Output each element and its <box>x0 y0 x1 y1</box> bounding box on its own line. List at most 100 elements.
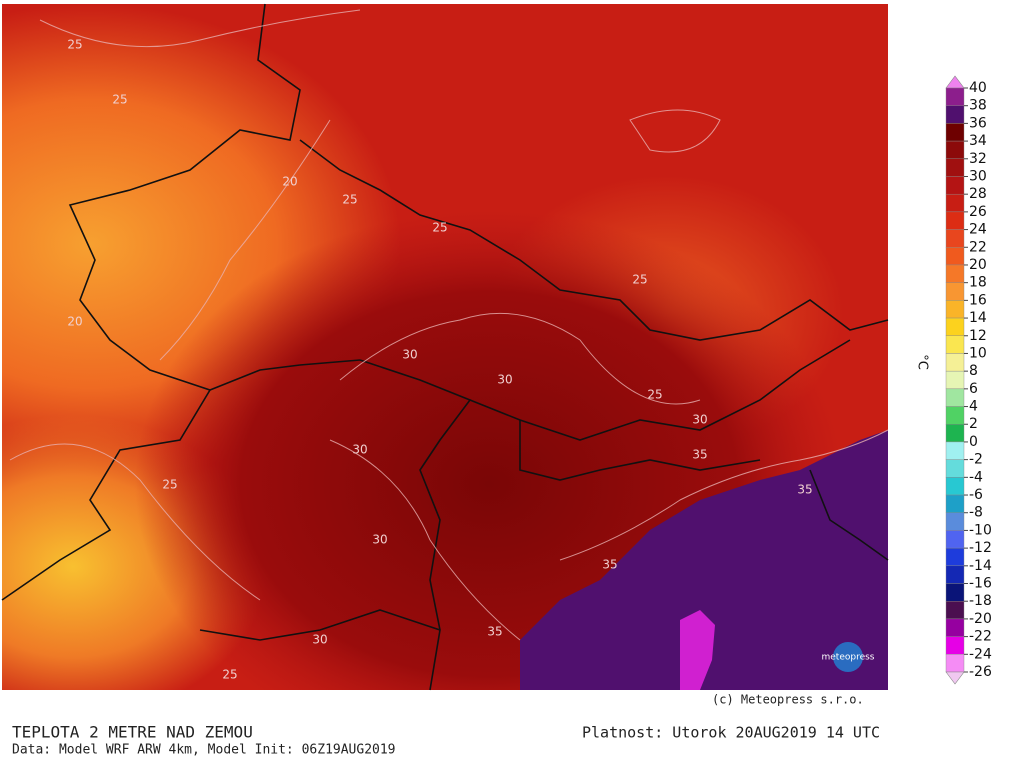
colorbar-segment <box>945 211 965 230</box>
colorbar-tick-label: -16 <box>969 576 992 592</box>
colorbar-tick-label: 40 <box>969 80 987 96</box>
contour-label: 25 <box>67 38 82 52</box>
contour-label: 25 <box>342 193 357 207</box>
colorbar-segment <box>945 654 965 673</box>
contour-label: 20 <box>67 315 82 329</box>
colorbar-segment <box>945 459 965 478</box>
colorbar-segment <box>945 530 965 549</box>
colorbar-tick-label: 36 <box>969 115 987 131</box>
colorbar-segment <box>945 388 965 407</box>
logo-globe <box>833 642 863 672</box>
colorbar-segment <box>945 601 965 620</box>
colorbar-segment <box>945 317 965 336</box>
contour-label: 30 <box>372 533 387 547</box>
colorbar-tick-label: 12 <box>969 328 987 344</box>
colorbar-segment <box>945 583 965 602</box>
colorbar-tick-label: -22 <box>969 629 992 645</box>
colorbar-tick-label: 28 <box>969 186 987 202</box>
colorbar-segment <box>945 477 965 496</box>
colorbar-tick-label: -4 <box>969 469 983 485</box>
colorbar-tick-label: 30 <box>969 168 987 184</box>
contour-label: 30 <box>312 633 327 647</box>
colorbar-segment <box>945 123 965 142</box>
colorbar-tick-label: -6 <box>969 487 983 503</box>
colorbar-segment <box>945 618 965 637</box>
footer-validity: Platnost: Utorok 20AUG2019 14 UTC <box>582 724 880 742</box>
colorbar-tick-label: -26 <box>969 664 992 680</box>
colorbar-cap <box>945 671 965 685</box>
colorbar-segment <box>945 512 965 531</box>
borders <box>1 3 889 691</box>
colorbar-tick-label: 0 <box>969 434 978 450</box>
contour-label: 25 <box>647 388 662 402</box>
map-area <box>520 430 888 690</box>
colorbar-segment <box>945 140 965 159</box>
footer-title: TEPLOTA 2 METRE NAD ZEMOU <box>12 723 253 742</box>
colorbar-segment <box>945 370 965 390</box>
colorbar-cap <box>945 75 965 89</box>
contour-label: 30 <box>497 373 512 387</box>
colorbar-tick-label: 24 <box>969 222 987 238</box>
colorbar-segment <box>945 193 965 213</box>
map-area <box>680 610 715 690</box>
colorbar-tick-label: 38 <box>969 98 987 114</box>
contour-label: 35 <box>487 625 502 639</box>
footer-data: Data: Model WRF ARW 4km, Model Init: 06Z… <box>12 743 396 758</box>
colorbar-tick-label: 2 <box>969 416 978 432</box>
colorbar-segment <box>945 176 965 195</box>
contour-label: 20 <box>282 175 297 189</box>
colorbar-tick-label: -8 <box>969 505 983 521</box>
colorbar-tick-label: -20 <box>969 611 992 627</box>
contour-label: 25 <box>162 478 177 492</box>
contour-label: 35 <box>797 483 812 497</box>
colorbar-tick-label: 16 <box>969 292 987 308</box>
contour-label: 30 <box>402 348 417 362</box>
colorbar-tick-label: 10 <box>969 345 987 361</box>
colorbar-tick-label: 8 <box>969 363 978 379</box>
colorbar-segment <box>945 335 965 354</box>
colorbar-tick-label: -10 <box>969 522 992 538</box>
colorbar-segment <box>945 300 965 319</box>
colorbar-tick-label: -2 <box>969 452 983 468</box>
map: 25 25 25 25 25 25 25 25 30 30 30 30 30 30 35 35 35 35 20 20… <box>1 3 889 691</box>
colorbar-unit: °C <box>915 354 930 370</box>
colorbar-segment <box>945 636 965 655</box>
colorbar-segment <box>945 87 965 106</box>
colorbar-tick-label: 20 <box>969 257 987 273</box>
colorbar: 4038363432302826242220181614121086420-2-… <box>945 75 992 685</box>
colorbar-tick-label: -12 <box>969 540 992 556</box>
colorbar-tick-label: 18 <box>969 275 987 291</box>
contour-label: 25 <box>632 273 647 287</box>
colorbar-tick-label: 26 <box>969 204 987 220</box>
colorbar-segment <box>945 264 965 283</box>
colorbar-tick-label: 32 <box>969 151 987 167</box>
contours <box>9 9 889 641</box>
contour-label: 25 <box>432 221 447 235</box>
colorbar-segment <box>945 441 965 460</box>
colorbar-segment <box>945 424 965 443</box>
contour-label: 35 <box>692 448 707 462</box>
colorbar-tick-label: -14 <box>969 558 992 574</box>
colorbar-segment <box>945 494 965 513</box>
colorbar-tick-label: 14 <box>969 310 987 326</box>
colorbar-segment <box>945 105 965 124</box>
colorbar-segment <box>945 406 965 425</box>
colorbar-tick-label: -24 <box>969 646 992 662</box>
colorbar-tick-label: 4 <box>969 399 978 415</box>
colorbar-tick-label: 34 <box>969 133 987 149</box>
copyright: (c) Meteopress s.r.o. <box>712 693 864 707</box>
contour-label: 30 <box>352 443 367 457</box>
colorbar-segment <box>945 565 965 584</box>
contour-label: 25 <box>112 93 127 107</box>
contour-label: 25 <box>222 668 237 682</box>
colorbar-segment <box>945 247 965 266</box>
contour-label: 35 <box>602 558 617 572</box>
colorbar-segment <box>945 353 965 372</box>
colorbar-tick-label: 22 <box>969 239 987 255</box>
logo: meteopress <box>821 653 874 663</box>
colorbar-tick-label: -18 <box>969 593 992 609</box>
colorbar-tick-label: 6 <box>969 381 978 397</box>
contour-label: 30 <box>692 413 707 427</box>
colorbar-segment <box>945 282 965 301</box>
